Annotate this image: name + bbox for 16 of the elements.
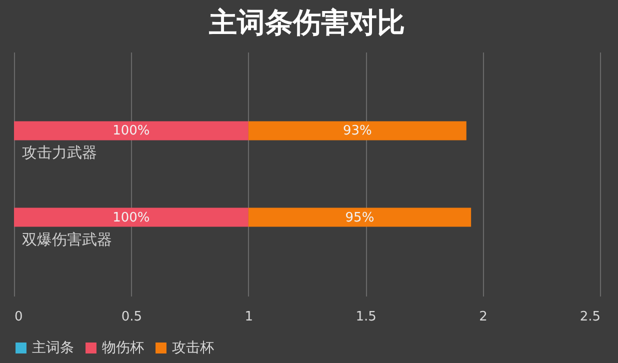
legend-label: 主词条 bbox=[32, 340, 74, 356]
data-label: 100% bbox=[112, 210, 150, 226]
x-tick-label: 1.5 bbox=[356, 310, 376, 324]
x-tick-label: 0.5 bbox=[121, 310, 142, 324]
x-tick-label: 2 bbox=[479, 310, 488, 324]
y-tick-label: 攻击力武器 bbox=[22, 144, 97, 162]
chart-title: 主词条伤害对比 bbox=[208, 6, 405, 39]
legend-label: 物伤杯 bbox=[102, 340, 144, 356]
y-tick-label: 双爆伤害武器 bbox=[22, 230, 112, 248]
x-tick-label: 2.5 bbox=[580, 310, 600, 324]
x-tick-label: 1 bbox=[244, 310, 254, 324]
legend-label: 攻击杯 bbox=[172, 340, 214, 356]
data-label: 93% bbox=[342, 124, 372, 139]
x-tick-label: 0 bbox=[14, 310, 23, 324]
data-label: 100% bbox=[112, 124, 150, 139]
data-label: 95% bbox=[345, 210, 374, 226]
